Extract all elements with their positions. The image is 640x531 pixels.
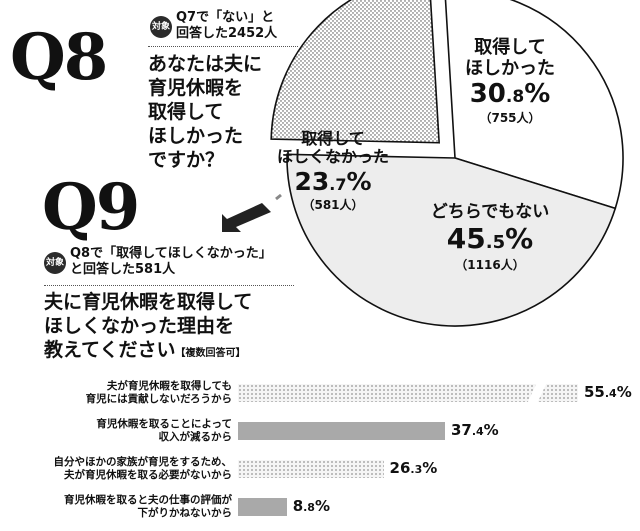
bar-value-sign: % [314, 497, 330, 515]
q9-number: Q9 [42, 170, 140, 245]
bar-label-line: 収入が減るから [158, 431, 233, 443]
pie-value: 45.5% [400, 221, 580, 259]
pie-value-dec: .8 [505, 87, 525, 108]
pie-value: 23.7% [268, 167, 398, 199]
bar-value-dec: .3 [410, 463, 423, 476]
bar-value-sign: % [616, 383, 632, 401]
q8-question-line: あなたは夫に [148, 53, 263, 75]
pie-label-neither: どちらでもない 45.5% （1116人） [400, 202, 580, 272]
pie-value-dec: .7 [329, 174, 347, 194]
bar-label-line: 夫が育児休暇を取得しても [106, 380, 232, 392]
q9-question-line: ほしくなかった理由を [44, 315, 235, 337]
bar-value: 8.8% [293, 497, 330, 515]
pie-count: （581人） [302, 197, 364, 212]
pie-label-not-want: 取得して ほしくなかった 23.7% （581人） [268, 129, 398, 213]
bar [238, 422, 445, 440]
pie-value-int: 23 [294, 166, 330, 196]
bar-value-int: 8 [292, 497, 304, 515]
pie-value-sign: % [505, 221, 534, 255]
pie-slice [270, 0, 440, 144]
q9-question-line: 教えてください【複数回答可】 [44, 338, 364, 366]
pie-value-dec: .5 [485, 231, 506, 253]
q8-question-line: 育児休暇を [148, 77, 244, 99]
pie-label-line: ほしかった [465, 57, 555, 79]
bar-label-line: 育児には貢献しないだろうから [85, 393, 232, 405]
pie-value-int: 45 [446, 221, 486, 255]
q8-target-text: Q7で「ない」と 回答した2452人 [176, 10, 326, 42]
bar [238, 460, 384, 478]
bar-value-sign: % [483, 421, 499, 439]
bar-value-dec: .4 [604, 387, 617, 400]
pie-count: （1116人） [455, 257, 525, 272]
pie-value-sign: % [524, 79, 551, 110]
bar-value-int: 26 [389, 459, 411, 477]
pie-label-line: ほしくなかった [276, 147, 389, 167]
pie-label-want: 取得して ほしかった 30.8% （755人） [440, 37, 580, 126]
bar-label-line: 自分やほかの家族が育児をするため、 [53, 456, 233, 468]
pointer-arrow-icon [222, 193, 282, 232]
q9-target-text: Q8で「取得してほしくなかった」 と回答した581人 [70, 246, 340, 278]
q9-question: 夫に育児休暇を取得して ほしくなかった理由を 教えてください【複数回答可】 [44, 290, 364, 366]
pie-slices [270, 0, 624, 327]
pie-label-line: どちらでもない [430, 202, 550, 222]
bar-value: 37.4% [451, 421, 499, 439]
q8-question: あなたは夫に 育児休暇を 取得して ほしかった ですか？ [148, 52, 318, 172]
q9-target-line1: Q8で「取得してほしくなかった」 [70, 246, 272, 261]
bar-value-dec: .4 [471, 425, 484, 438]
bar-value-int: 37 [450, 421, 472, 439]
q8-target-line2: 回答した2452人 [176, 26, 278, 41]
target-badge: 対象 [44, 252, 66, 274]
q9-question-line-text: 教えてください [44, 339, 176, 361]
bar-label: 育児休暇を取ると夫の仕事の評価が 下がりかねないから [2, 494, 232, 520]
bar [238, 498, 287, 516]
bar-label-line: 育児休暇を取ることによって [96, 418, 232, 430]
q8-question-line: ほしかった [148, 125, 244, 147]
bar-value-sign: % [422, 459, 438, 477]
bar-label: 自分やほかの家族が育児をするため、 夫が育児休暇を取る必要がないから [2, 456, 233, 482]
bar-value-dec: .8 [303, 501, 315, 514]
pie-value-sign: % [346, 166, 372, 196]
pie-label-line: 取得して [301, 129, 365, 148]
multi-answer-note: 【複数回答可】 [175, 348, 246, 359]
bar [238, 384, 578, 402]
bar-label-line: 下がりかねないから [137, 507, 233, 519]
q8-number: Q8 [10, 20, 108, 95]
q8-target-line1: Q7で「ない」と [176, 10, 275, 25]
pie-value: 30.8% [440, 79, 580, 112]
bar-value: 55.4% [584, 383, 632, 401]
q8-question-line: ですか？ [148, 149, 225, 171]
bar-value-int: 55 [584, 383, 605, 401]
bar-label-line: 夫が育児休暇を取る必要がないから [64, 469, 232, 481]
pie-slice [444, 0, 624, 210]
bar-label-line: 育児休暇を取ると夫の仕事の評価が [64, 494, 232, 506]
pie-label-line: 取得して [474, 37, 546, 58]
pie-slice [286, 153, 617, 327]
q8-divider [148, 46, 298, 47]
pie-value-int: 30 [469, 79, 506, 110]
q9-target-line2: と回答した581人 [70, 262, 176, 277]
bar-value: 26.3% [390, 459, 438, 477]
q9-divider [44, 285, 294, 286]
pie-count: （755人） [479, 111, 541, 126]
q8-question-line: 取得して [148, 101, 224, 123]
bar-label: 夫が育児休暇を取得しても 育児には貢献しないだろうから [2, 380, 232, 406]
bar-label: 育児休暇を取ることによって 収入が減るから [2, 418, 232, 444]
q9-question-line: 夫に育児休暇を取得して [44, 291, 253, 313]
target-badge: 対象 [150, 16, 172, 38]
